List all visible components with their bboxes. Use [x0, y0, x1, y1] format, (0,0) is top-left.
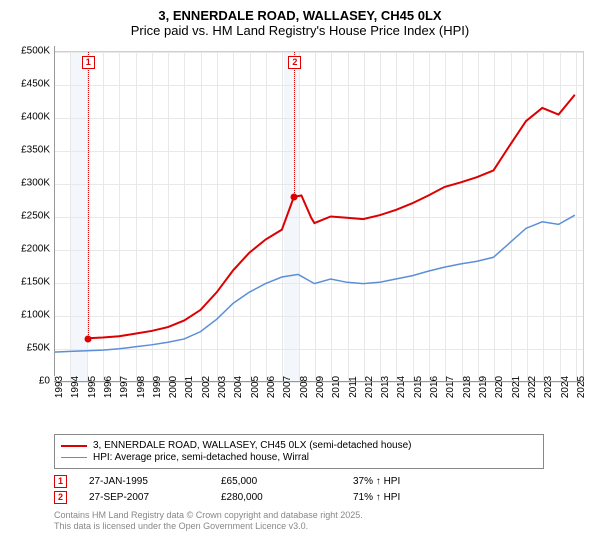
- x-tick-label: 2001: [184, 376, 195, 398]
- x-tick-label: 2023: [543, 376, 554, 398]
- event-date: 27-JAN-1995: [89, 476, 199, 487]
- y-axis: £0£50K£100K£150K£200K£250K£300K£350K£400…: [10, 51, 54, 381]
- x-tick-label: 1996: [103, 376, 114, 398]
- event-flag: 1: [54, 475, 67, 488]
- y-tick-label: £300K: [21, 178, 50, 189]
- marker-dot: [291, 194, 298, 201]
- y-tick-label: £0: [39, 376, 50, 387]
- x-tick-label: 2003: [217, 376, 228, 398]
- event-row: 1 27-JAN-1995 £65,000 37% ↑ HPI: [54, 475, 590, 488]
- y-tick-label: £500K: [21, 46, 50, 57]
- x-tick-label: 1998: [136, 376, 147, 398]
- marker-flag: 1: [82, 56, 95, 69]
- legend-row: 3, ENNERDALE ROAD, WALLASEY, CH45 0LX (s…: [61, 440, 537, 451]
- chart-title: 3, ENNERDALE ROAD, WALLASEY, CH45 0LX Pr…: [10, 8, 590, 38]
- x-tick-label: 2002: [201, 376, 212, 398]
- y-tick-label: £50K: [27, 343, 50, 354]
- x-tick-label: 2017: [445, 376, 456, 398]
- x-tick-label: 2009: [315, 376, 326, 398]
- chart-container: 3, ENNERDALE ROAD, WALLASEY, CH45 0LX Pr…: [0, 0, 600, 540]
- chart-area: £0 £50K £100K £150K £200K £250K £300K £350K £400…: [10, 46, 590, 426]
- x-tick-label: 2016: [429, 376, 440, 398]
- x-tick-label: 2005: [250, 376, 261, 398]
- event-hpi: 37% ↑ HPI: [353, 476, 463, 487]
- event-date: 27-SEP-2007: [89, 492, 199, 503]
- footer: Contains HM Land Registry data © Crown c…: [54, 510, 590, 532]
- marker-flag: 2: [288, 56, 301, 69]
- y-tick-label: £100K: [21, 310, 50, 321]
- plot-region: 12: [54, 51, 584, 381]
- series-line: [88, 95, 575, 338]
- y-tick-label: £400K: [21, 112, 50, 123]
- x-tick-label: 1997: [119, 376, 130, 398]
- y-tick-label: £200K: [21, 244, 50, 255]
- x-tick-label: 2013: [380, 376, 391, 398]
- legend-swatch: [61, 457, 87, 459]
- marker-line: [88, 52, 89, 339]
- x-tick-label: 2011: [348, 376, 359, 398]
- y-axis-line: [54, 46, 55, 376]
- x-tick-label: 2012: [364, 376, 375, 398]
- x-tick-label: 2015: [413, 376, 424, 398]
- event-row: 2 27-SEP-2007 £280,000 71% ↑ HPI: [54, 491, 590, 504]
- x-tick-label: 2014: [396, 376, 407, 398]
- y-tick-label: £250K: [21, 211, 50, 222]
- event-hpi: 71% ↑ HPI: [353, 492, 463, 503]
- title-subtitle: Price paid vs. HM Land Registry's House …: [10, 23, 590, 38]
- legend-box: 3, ENNERDALE ROAD, WALLASEY, CH45 0LX (s…: [54, 434, 544, 469]
- event-price: £280,000: [221, 492, 331, 503]
- event-price: £65,000: [221, 476, 331, 487]
- footer-line2: This data is licensed under the Open Gov…: [54, 521, 590, 532]
- x-tick-label: 2004: [233, 376, 244, 398]
- x-tick-label: 2007: [282, 376, 293, 398]
- legend-label: HPI: Average price, semi-detached house,…: [93, 452, 309, 463]
- x-axis: 1993199419951996199719981999200020012002…: [54, 381, 584, 421]
- x-tick-label: 2020: [494, 376, 505, 398]
- x-tick-label: 2019: [478, 376, 489, 398]
- marker-dot: [84, 336, 91, 343]
- x-tick-label: 2025: [576, 376, 587, 398]
- x-tick-label: 1993: [54, 376, 65, 398]
- legend-row: HPI: Average price, semi-detached house,…: [61, 452, 537, 463]
- y-tick-label: £150K: [21, 277, 50, 288]
- footer-line1: Contains HM Land Registry data © Crown c…: [54, 510, 590, 521]
- chart-svg: [54, 52, 583, 381]
- x-tick-label: 2000: [168, 376, 179, 398]
- x-tick-label: 2006: [266, 376, 277, 398]
- y-tick-label: £450K: [21, 79, 50, 90]
- legend-label: 3, ENNERDALE ROAD, WALLASEY, CH45 0LX (s…: [93, 440, 411, 451]
- title-address: 3, ENNERDALE ROAD, WALLASEY, CH45 0LX: [10, 8, 590, 23]
- series-line: [54, 215, 575, 352]
- x-tick-label: 1999: [152, 376, 163, 398]
- x-tick-label: 2008: [299, 376, 310, 398]
- x-tick-label: 1994: [70, 376, 81, 398]
- y-tick-label: £350K: [21, 145, 50, 156]
- legend: 3, ENNERDALE ROAD, WALLASEY, CH45 0LX (s…: [54, 434, 544, 469]
- x-tick-label: 2021: [511, 376, 522, 398]
- marker-line: [294, 52, 295, 197]
- x-tick-label: 2022: [527, 376, 538, 398]
- event-flag: 2: [54, 491, 67, 504]
- x-tick-label: 2024: [560, 376, 571, 398]
- x-tick-label: 2018: [462, 376, 473, 398]
- x-tick-label: 1995: [87, 376, 98, 398]
- x-tick-label: 2010: [331, 376, 342, 398]
- event-list: 1 27-JAN-1995 £65,000 37% ↑ HPI 2 27-SEP-2007…: [54, 475, 590, 504]
- legend-swatch: [61, 445, 87, 447]
